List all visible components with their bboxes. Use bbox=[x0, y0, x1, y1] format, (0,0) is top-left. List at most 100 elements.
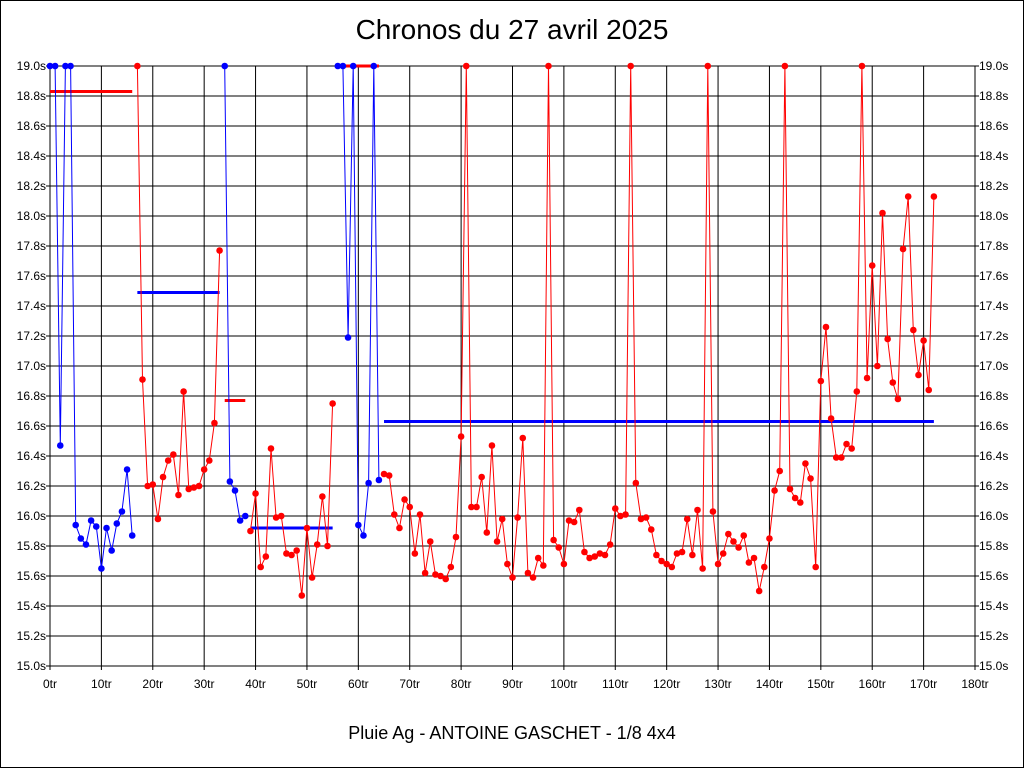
y-tick-label-left: 16.0s bbox=[17, 509, 46, 523]
data-point bbox=[622, 511, 629, 518]
y-tick-label-right: 15.4s bbox=[979, 599, 1008, 613]
x-tick-label: 110tr bbox=[602, 677, 628, 691]
series-line bbox=[383, 65, 935, 592]
data-point bbox=[786, 485, 794, 493]
data-point bbox=[529, 574, 537, 581]
data-point bbox=[668, 563, 676, 571]
data-point bbox=[77, 535, 85, 542]
data-point bbox=[288, 551, 295, 559]
data-point bbox=[468, 503, 475, 511]
x-tick-label: 10tr bbox=[91, 677, 112, 691]
data-point bbox=[694, 506, 701, 514]
data-point bbox=[838, 454, 845, 461]
data-point bbox=[355, 521, 362, 529]
data-point bbox=[555, 544, 563, 551]
data-point bbox=[848, 445, 855, 452]
data-point bbox=[524, 569, 532, 577]
y-tick-label-left: 16.4s bbox=[17, 449, 46, 463]
data-point bbox=[283, 550, 290, 557]
data-point bbox=[719, 550, 727, 557]
data-point bbox=[82, 541, 90, 548]
data-point bbox=[313, 541, 321, 548]
y-tick-label-left: 15.6s bbox=[17, 569, 46, 583]
data-point bbox=[303, 524, 311, 532]
series-line bbox=[50, 65, 133, 569]
data-point bbox=[735, 544, 742, 551]
data-point bbox=[46, 62, 54, 70]
data-point bbox=[62, 62, 69, 70]
data-point bbox=[385, 472, 393, 479]
data-point bbox=[231, 487, 239, 494]
data-point bbox=[190, 484, 198, 491]
y-tick-label-right: 17.4s bbox=[979, 299, 1008, 313]
data-point bbox=[370, 62, 378, 70]
data-point bbox=[447, 563, 455, 571]
data-point bbox=[658, 557, 665, 565]
y-tick-label-right: 17.8s bbox=[979, 239, 1008, 253]
data-point bbox=[488, 442, 496, 449]
y-tick-label-left: 15.4s bbox=[17, 599, 46, 613]
data-point bbox=[329, 400, 336, 407]
data-point bbox=[118, 508, 126, 515]
data-point bbox=[761, 563, 768, 571]
data-point bbox=[98, 565, 105, 572]
data-point bbox=[714, 560, 722, 568]
data-point bbox=[591, 553, 599, 560]
x-tick-label: 40tr bbox=[245, 677, 266, 691]
y-tick-label-right: 17.2s bbox=[979, 329, 1008, 343]
data-point bbox=[673, 550, 681, 557]
y-tick-label-right: 15.2s bbox=[979, 629, 1008, 643]
data-point bbox=[437, 572, 444, 580]
data-point bbox=[324, 542, 331, 550]
data-point bbox=[930, 193, 938, 200]
data-point bbox=[462, 62, 470, 70]
data-point bbox=[344, 334, 352, 341]
data-point bbox=[534, 554, 542, 562]
x-tick-label: 140tr bbox=[756, 677, 783, 691]
data-point bbox=[159, 473, 167, 481]
y-tick-label-left: 18.6s bbox=[17, 119, 46, 133]
data-point bbox=[128, 532, 136, 539]
data-point bbox=[206, 457, 213, 464]
data-point bbox=[349, 62, 357, 70]
y-tick-label-right: 18.2s bbox=[979, 179, 1008, 193]
data-point bbox=[910, 326, 917, 334]
data-point bbox=[540, 562, 547, 569]
x-tick-label: 150tr bbox=[807, 677, 834, 691]
data-point bbox=[272, 514, 280, 521]
x-tick-label: 60tr bbox=[348, 677, 369, 691]
data-point bbox=[396, 524, 403, 532]
data-point bbox=[796, 499, 804, 506]
x-tick-label: 90tr bbox=[502, 677, 523, 691]
data-point bbox=[899, 245, 907, 253]
data-point bbox=[745, 559, 753, 566]
data-point bbox=[211, 419, 218, 427]
data-point bbox=[334, 62, 342, 70]
data-point bbox=[308, 574, 316, 581]
data-point bbox=[483, 529, 491, 536]
data-point bbox=[432, 571, 439, 578]
y-tick-label-left: 17.2s bbox=[17, 329, 46, 343]
data-point bbox=[67, 62, 74, 70]
y-tick-label-right: 16.6s bbox=[979, 419, 1008, 433]
data-point bbox=[267, 445, 275, 452]
data-point bbox=[889, 379, 897, 386]
data-point bbox=[339, 62, 347, 70]
x-tick-label: 70tr bbox=[399, 677, 420, 691]
data-point bbox=[164, 457, 172, 464]
y-tick-label-left: 19.0s bbox=[17, 59, 46, 73]
data-point bbox=[663, 560, 670, 568]
data-point bbox=[149, 481, 157, 488]
data-point bbox=[175, 491, 182, 499]
data-point bbox=[730, 538, 737, 545]
data-point bbox=[504, 560, 511, 568]
data-point bbox=[576, 506, 583, 514]
data-point bbox=[601, 551, 609, 559]
data-point bbox=[683, 515, 691, 523]
y-tick-label-right: 18.0s bbox=[979, 209, 1008, 223]
data-point bbox=[884, 335, 891, 343]
data-point bbox=[139, 376, 146, 383]
data-point bbox=[298, 592, 306, 599]
data-point bbox=[493, 538, 501, 545]
y-tick-label-left: 17.4s bbox=[17, 299, 46, 313]
